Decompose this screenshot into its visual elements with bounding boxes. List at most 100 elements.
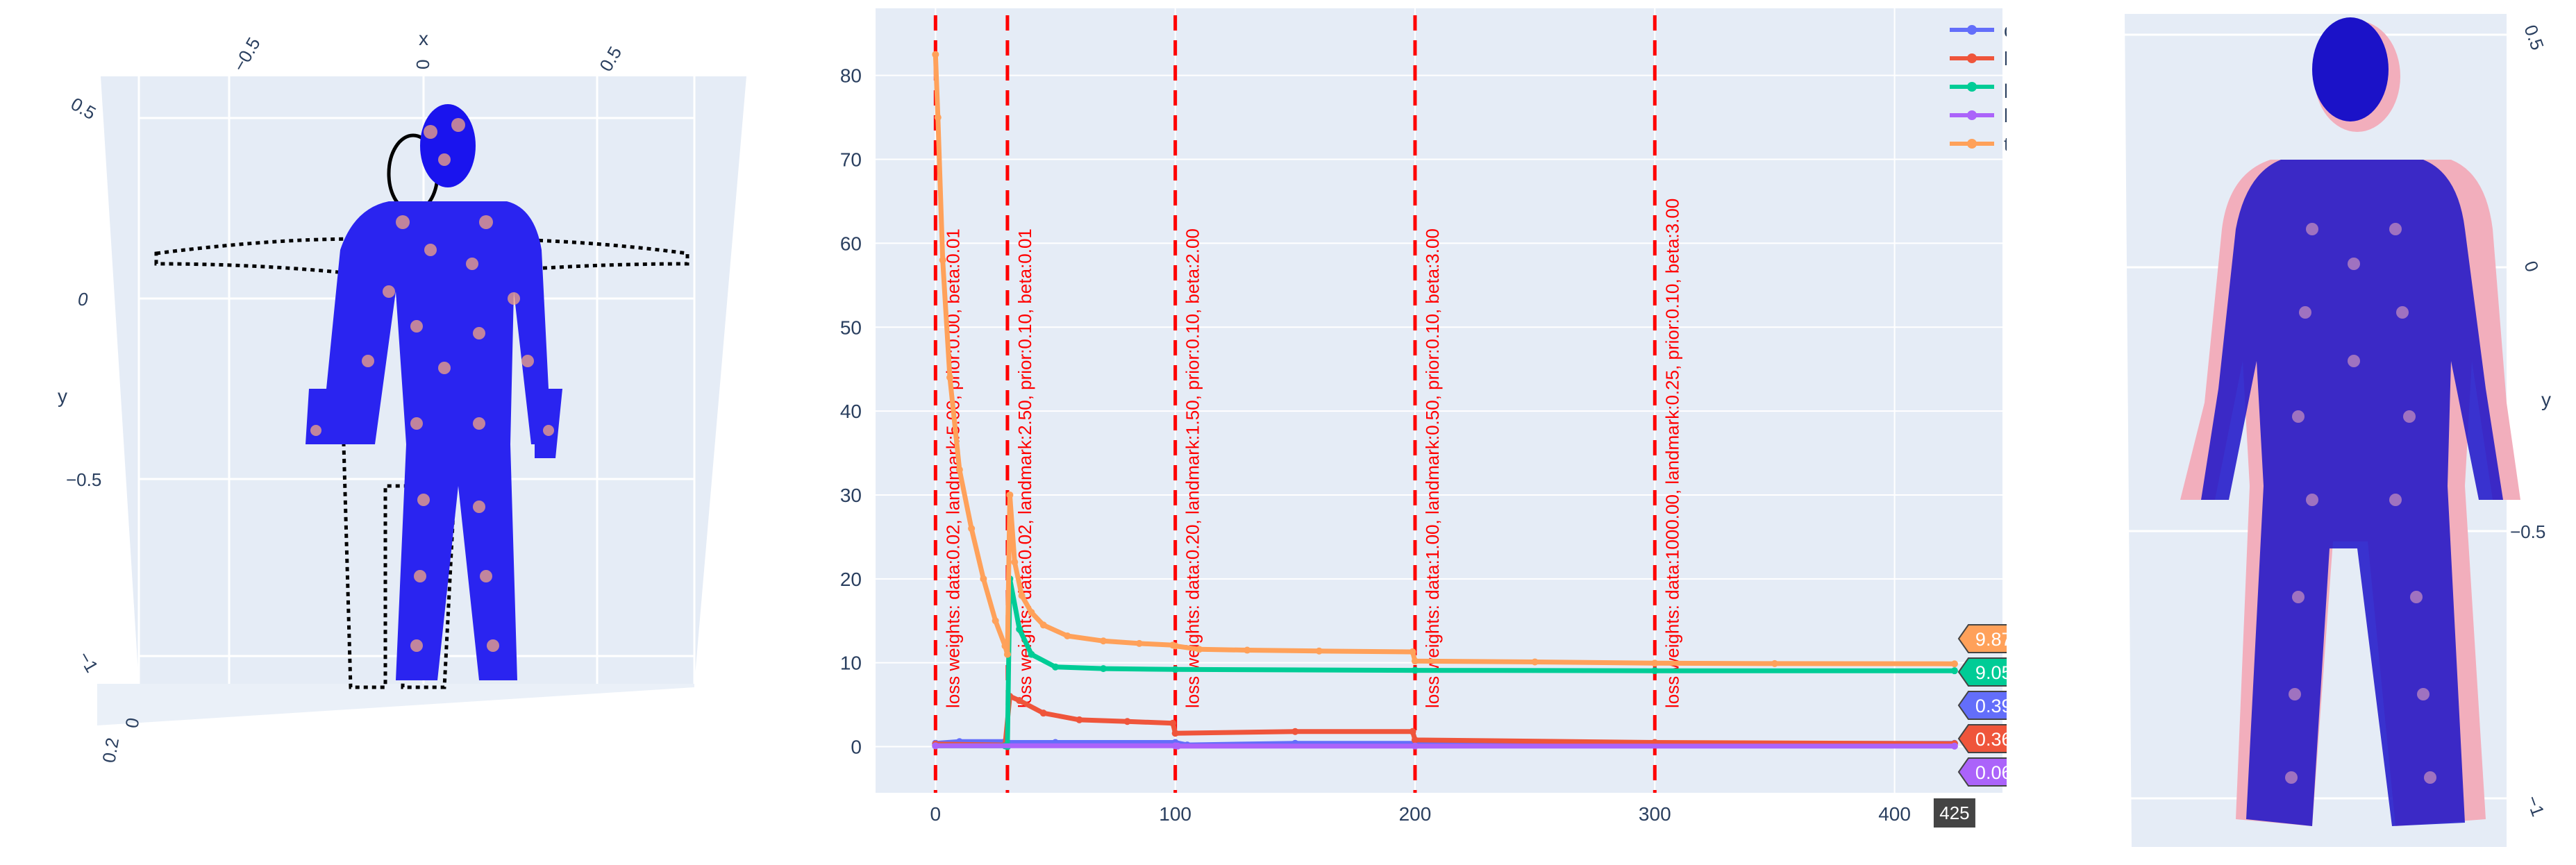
series-point-prior — [1052, 664, 1059, 671]
series-point-prior — [1951, 667, 1958, 674]
y-tick-label: 80 — [840, 65, 862, 87]
legend-marker — [1967, 110, 1977, 120]
series-point-total — [1006, 492, 1013, 498]
right-3d-scene[interactable]: y 0.5 0 −0.5 −1 — [2007, 0, 2576, 862]
series-point-prior — [1016, 625, 1023, 632]
legend-marker — [1967, 53, 1977, 63]
y-tick-label: −1 — [74, 648, 103, 676]
y-axis-title: y — [58, 385, 67, 407]
y-tick-label: 0 — [851, 737, 862, 758]
x-hover-label: 425 — [1934, 798, 1975, 828]
y-tick-label: 50 — [840, 317, 862, 338]
series-point-total — [1001, 643, 1008, 650]
hover-label-value: 9.87031 — [1975, 629, 2007, 650]
scene-floor — [97, 684, 694, 725]
series-point-total — [992, 617, 999, 624]
x-axis-title: x — [419, 28, 428, 49]
y-axis-title: y — [2541, 389, 2551, 410]
series-point-landmark — [1412, 737, 1419, 744]
vline-label: loss weights: data:1.00, landmark:0.50, … — [1422, 228, 1443, 708]
z-tick-label: 0.2 — [98, 736, 123, 764]
left-3d-scene[interactable]: x −0.5 0 0.5 y 0.5 0 −0.5 −1 0.2 0 — [0, 0, 778, 862]
series-point-landmark — [1040, 709, 1047, 716]
series-point-total — [1011, 559, 1018, 566]
series-point-landmark — [1291, 728, 1298, 735]
hover-label-landmark: 0.3607017landmark — [1959, 725, 2007, 753]
series-point-beta — [1174, 743, 1181, 750]
series-point-prior — [1172, 666, 1179, 673]
y-tick-labels: 0 10 20 30 40 50 60 70 80 — [840, 65, 862, 758]
series-point-beta — [1412, 743, 1419, 750]
series-point-total — [1196, 646, 1203, 653]
x-tick-label: −0.5 — [228, 34, 265, 75]
y-tick-label: 0 — [78, 289, 88, 310]
series-point-total — [1532, 658, 1539, 665]
y-tick-label: 70 — [840, 149, 862, 171]
hover-label-value: 0.3926574 — [1975, 696, 2007, 716]
series-point-prior — [1412, 667, 1419, 674]
series-point-prior — [1028, 651, 1035, 658]
x-hover-value: 425 — [1939, 803, 1969, 823]
y-tick-label: −1 — [2522, 793, 2548, 819]
y-tick-label: 30 — [840, 485, 862, 506]
x-tick-label: 400 — [1878, 803, 1911, 825]
series-point-total — [1244, 647, 1251, 654]
series-point-total — [968, 525, 975, 532]
y-tick-label: 20 — [840, 569, 862, 590]
x-tick-label: 0 — [930, 803, 942, 825]
hover-label-value: 9.050226 — [1975, 662, 2007, 683]
series-point-total — [980, 576, 987, 582]
series-point-total — [1410, 648, 1416, 655]
series-point-total — [1412, 657, 1419, 664]
series-point-total — [1172, 643, 1179, 650]
series-point-landmark — [1124, 718, 1131, 725]
series-point-total — [1064, 632, 1071, 639]
hover-labels: 9.87031total9.050226prior0.3926574data0.… — [1959, 625, 2007, 786]
hover-label-data: 0.3926574data — [1959, 691, 2007, 719]
series-point-total — [1771, 660, 1778, 667]
y-tick-label: 0.5 — [67, 93, 99, 124]
x-tick-label: 0 — [412, 60, 433, 69]
y-tick-label: −0.5 — [2510, 521, 2545, 542]
vline-label: loss weights: data:0.20, landmark:1.50, … — [1182, 228, 1203, 708]
hover-label-value: 0.3607017 — [1975, 729, 2007, 750]
series-point-total — [1136, 640, 1143, 647]
x-tick-label: 200 — [1399, 803, 1432, 825]
legend-marker — [1967, 25, 1977, 35]
series-point-total — [956, 467, 963, 473]
legend-marker — [1967, 139, 1977, 149]
hover-label-prior: 9.050226prior — [1959, 658, 2007, 686]
series-point-total — [939, 257, 946, 264]
series-point-total — [1040, 621, 1047, 628]
series-point-landmark — [1016, 697, 1023, 704]
vline-label: loss weights: data:1000.00, landmark:0.2… — [1662, 199, 1682, 708]
series-point-total — [1316, 648, 1323, 655]
x-tick-labels: 0 100 200 300 400 — [930, 803, 1911, 825]
legend-marker — [1967, 82, 1977, 92]
hover-label-value: 0.06672746 — [1975, 762, 2007, 783]
series-point-total — [1004, 651, 1011, 658]
x-tick-label: 0.5 — [595, 43, 626, 75]
y-tick-label: 0.5 — [2520, 22, 2548, 53]
series-point-total — [946, 374, 953, 381]
y-tick-label: 0 — [2520, 258, 2543, 275]
y-tick-label: 60 — [840, 233, 862, 254]
series-point-total — [932, 51, 939, 58]
series-point-landmark — [1172, 730, 1179, 737]
series-point-beta — [1951, 743, 1958, 750]
series-point-total — [935, 114, 942, 121]
series-point-total — [1951, 660, 1958, 667]
x-tick-label: 300 — [1639, 803, 1671, 825]
series-point-total — [1019, 592, 1026, 599]
y-tick-label: −0.5 — [66, 469, 101, 490]
series-point-total — [1651, 660, 1658, 666]
hover-label-total: 9.87031total — [1959, 625, 2007, 653]
y-tick-label: 10 — [840, 653, 862, 674]
series-point-landmark — [1076, 716, 1083, 723]
series-point-total — [1100, 637, 1107, 644]
series-point-landmark — [1169, 720, 1176, 727]
loss-chart[interactable]: 0 10 20 30 40 50 60 70 80 0 100 200 300 400 loss wei… — [778, 0, 2007, 862]
series-point-landmark — [1410, 728, 1416, 735]
y-tick-label: 40 — [840, 401, 862, 422]
x-tick-label: 100 — [1159, 803, 1191, 825]
